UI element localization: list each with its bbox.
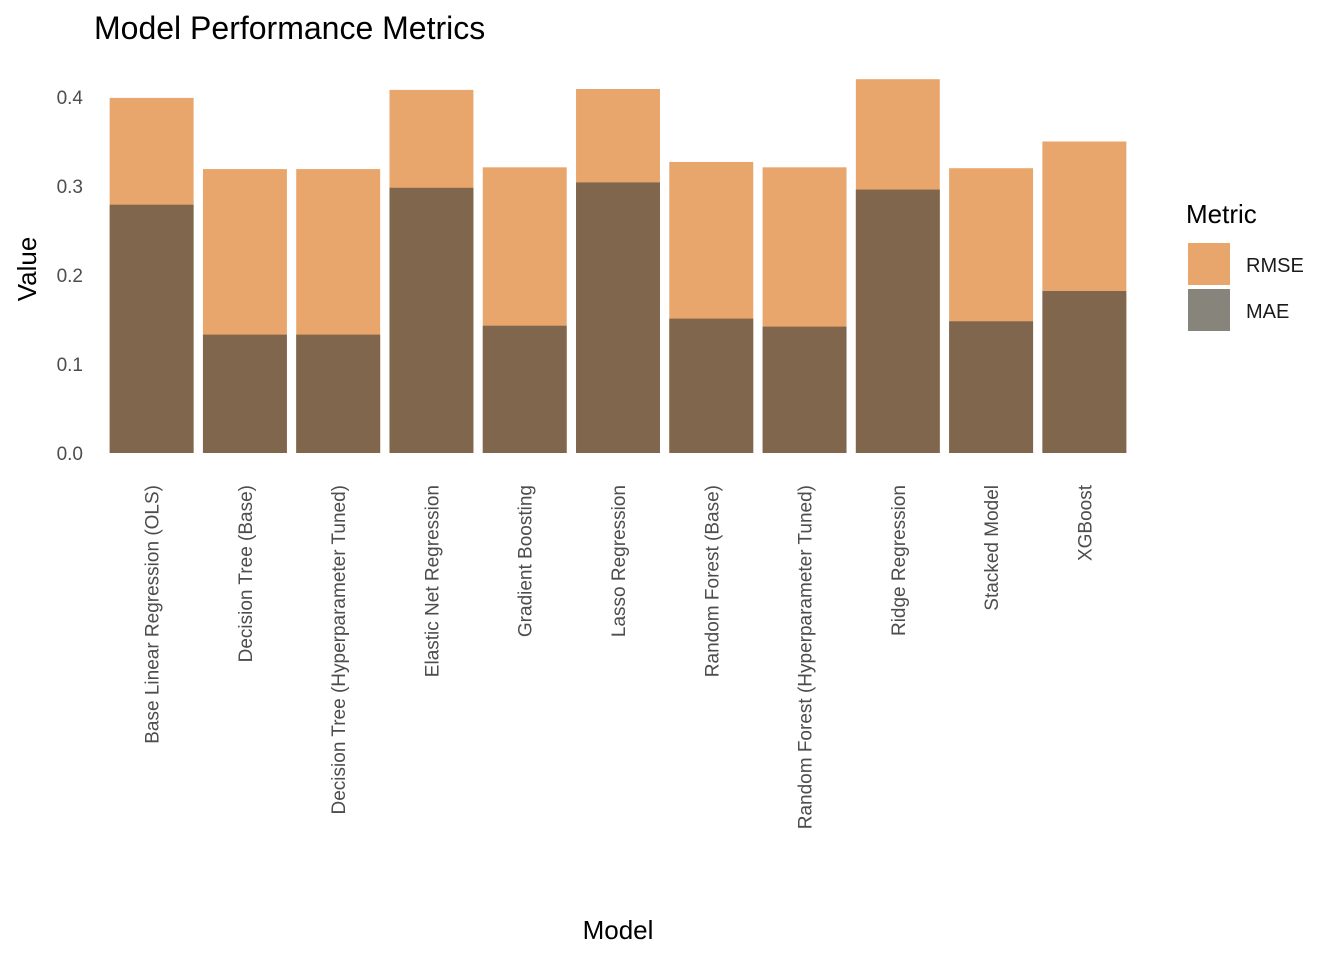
x-tick-label: Ridge Regression — [889, 485, 910, 636]
legend: Metric RMSE MAE — [1186, 199, 1304, 331]
bars — [109, 79, 1127, 454]
x-tick-label: Decision Tree (Hyperparameter Tuned) — [329, 485, 350, 814]
y-axis-title: Value — [12, 237, 42, 302]
bar-mae — [109, 204, 194, 453]
x-tick-label: Base Linear Regression (OLS) — [143, 485, 164, 744]
legend-swatch-rmse — [1188, 243, 1230, 285]
y-axis: 0.0 0.1 0.2 0.3 0.4 — [57, 88, 84, 465]
bar-mae — [669, 318, 754, 453]
bar-mae — [296, 334, 381, 453]
y-tick-label: 0.1 — [57, 355, 83, 376]
bar-mae — [1042, 291, 1127, 453]
x-axis-title: Model — [583, 915, 654, 945]
chart-title: Model Performance Metrics — [94, 10, 485, 46]
x-tick-label: Gradient Boosting — [516, 485, 537, 637]
bar-mae — [855, 189, 940, 453]
x-axis: Base Linear Regression (OLS) Decision Tre… — [143, 484, 1097, 829]
y-tick-label: 0.2 — [57, 266, 83, 287]
legend-label-rmse: RMSE — [1246, 255, 1304, 277]
bar-mae — [202, 334, 287, 453]
bar-mae — [482, 325, 567, 453]
x-tick-label: Elastic Net Regression — [422, 485, 443, 677]
x-tick-label: Decision Tree (Base) — [236, 485, 257, 662]
bar-mae — [389, 187, 474, 453]
x-tick-label: XGBoost — [1075, 484, 1096, 561]
x-tick-label: Random Forest (Hyperparameter Tuned) — [796, 485, 817, 829]
y-tick-label: 0.0 — [57, 444, 83, 465]
x-tick-label: Stacked Model — [982, 485, 1003, 611]
x-tick-label: Lasso Regression — [609, 485, 630, 637]
legend-swatch-mae — [1188, 289, 1230, 331]
y-tick-label: 0.4 — [57, 88, 84, 109]
legend-label-mae: MAE — [1246, 301, 1289, 323]
bar-mae — [762, 326, 847, 453]
y-tick-label: 0.3 — [57, 177, 83, 198]
bar-mae — [949, 321, 1034, 453]
bar-mae — [576, 182, 660, 453]
x-tick-label: Random Forest (Base) — [702, 485, 723, 677]
legend-title: Metric — [1186, 199, 1257, 229]
